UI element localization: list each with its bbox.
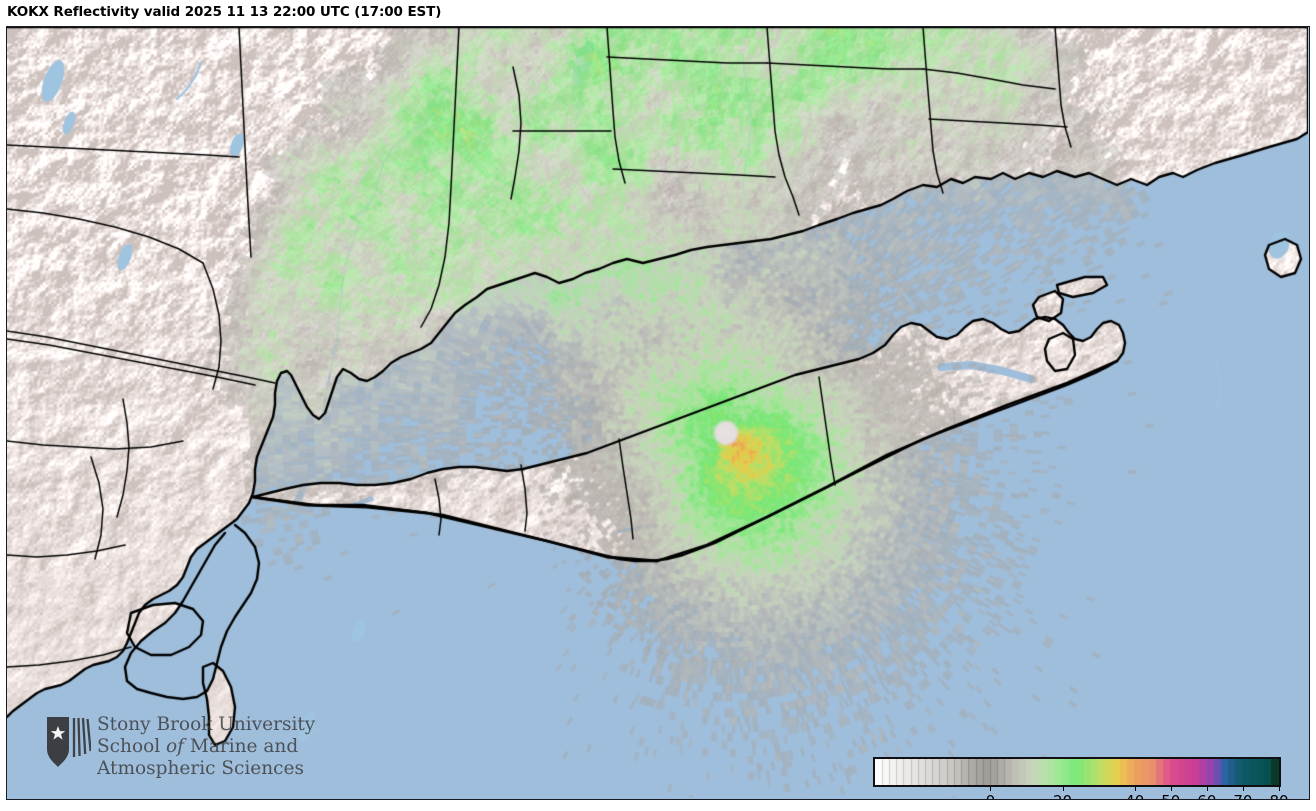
colorbar-tick-label: 60 xyxy=(1197,792,1216,799)
colorbar-tick-label: 80 xyxy=(1269,792,1288,799)
reflectivity-colorbar[interactable]: 0 20 40 50 60 70 80 xyxy=(873,757,1289,799)
colorbar-tick-axis: 0 20 40 50 60 70 80 xyxy=(873,787,1289,799)
colorbar-tick-label: 20 xyxy=(1053,792,1072,799)
colorbar-tick-label: 70 xyxy=(1233,792,1252,799)
radar-reflectivity-map[interactable] xyxy=(7,27,1308,798)
colorbar-tick-mark xyxy=(1279,787,1280,791)
colorbar-tick-mark xyxy=(1062,787,1064,791)
colorbar-tick-label: 0 xyxy=(986,792,996,799)
colorbar-tick-mark xyxy=(990,787,992,791)
colorbar-tick-mark xyxy=(1170,787,1172,791)
colorbar-tick-mark xyxy=(1206,787,1208,791)
title-bar: KOKX Reflectivity valid 2025 11 13 22:00… xyxy=(0,0,1316,25)
colorbar-tick-mark xyxy=(1134,787,1136,791)
map-viewport[interactable]: Stony Brook University School of Marine … xyxy=(6,26,1310,800)
page-title: KOKX Reflectivity valid 2025 11 13 22:00… xyxy=(7,4,442,20)
colorbar-gradient xyxy=(873,757,1281,787)
colorbar-tick-label: 50 xyxy=(1161,792,1180,799)
colorbar-tick-label: 40 xyxy=(1125,792,1144,799)
colorbar-tick-mark xyxy=(1242,787,1244,791)
